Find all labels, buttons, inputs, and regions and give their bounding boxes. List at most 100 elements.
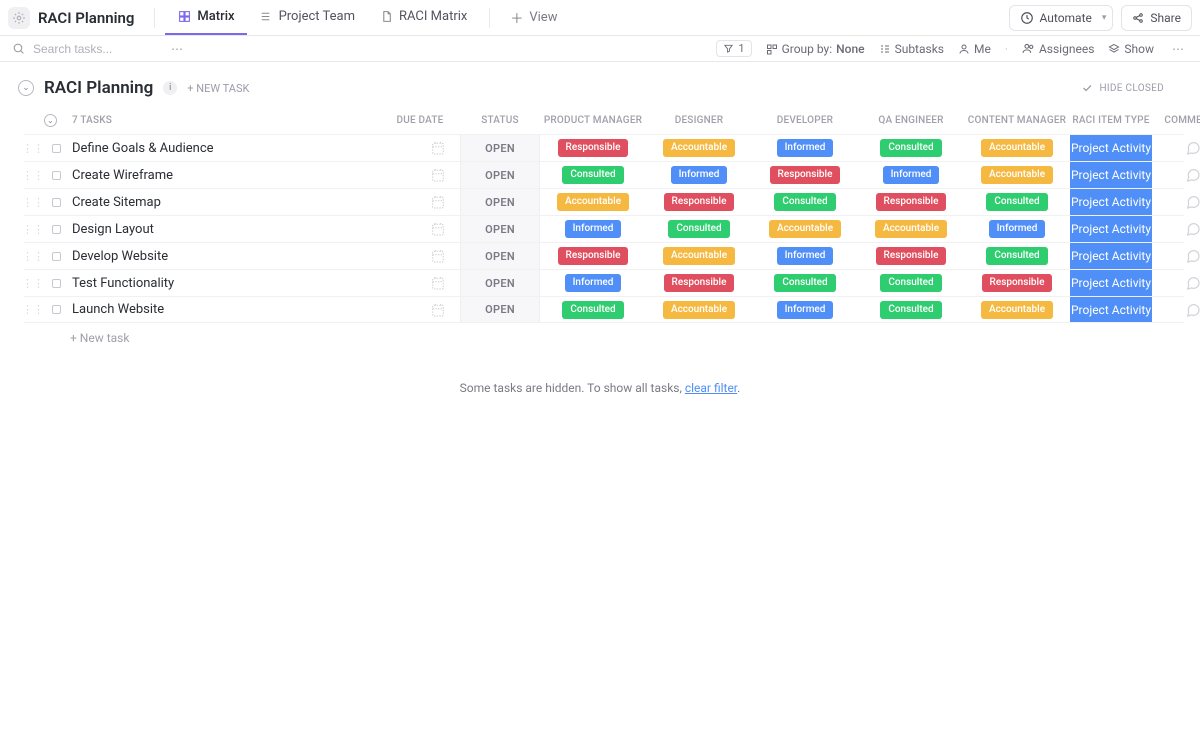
task-name[interactable]: Define Goals & Audience [70, 141, 380, 156]
raci-cell[interactable]: Informed [752, 135, 858, 161]
raci-item-type-cell[interactable]: Project Activity [1070, 162, 1152, 188]
col-raci-type[interactable]: RACI ITEM TYPE [1070, 115, 1152, 126]
footer-new-task-button[interactable]: + New task [24, 323, 1184, 345]
collapse-toggle[interactable]: ⌄ [18, 80, 34, 96]
raci-cell[interactable]: Informed [858, 162, 964, 188]
status-cell[interactable]: OPEN [460, 216, 540, 242]
raci-cell[interactable]: Informed [540, 216, 646, 242]
raci-item-type-cell[interactable]: Project Activity [1070, 270, 1152, 296]
status-cell[interactable]: OPEN [460, 243, 540, 269]
raci-cell[interactable]: Consulted [646, 216, 752, 242]
me-button[interactable]: Me [958, 42, 991, 56]
due-date-cell[interactable] [380, 167, 460, 183]
subtasks-button[interactable]: Subtasks [879, 42, 944, 56]
col-role-3[interactable]: QA ENGINEER [858, 115, 964, 126]
status-cell[interactable]: OPEN [460, 189, 540, 215]
raci-cell[interactable]: Consulted [858, 297, 964, 322]
drag-handle-icon[interactable]: ⋮⋮ [24, 250, 42, 263]
raci-cell[interactable]: Accountable [858, 216, 964, 242]
status-checkbox[interactable] [52, 225, 61, 234]
col-role-4[interactable]: CONTENT MANAGER [964, 115, 1070, 126]
search-input[interactable] [33, 42, 153, 56]
raci-cell[interactable]: Responsible [752, 162, 858, 188]
comments-cell[interactable] [1152, 302, 1200, 318]
status-cell[interactable]: OPEN [460, 270, 540, 296]
comments-cell[interactable] [1152, 194, 1200, 210]
comments-cell[interactable] [1152, 221, 1200, 237]
task-name[interactable]: Launch Website [70, 302, 380, 317]
status-checkbox[interactable] [52, 252, 61, 261]
filter-chip[interactable]: 1 [716, 40, 751, 57]
status-checkbox[interactable] [52, 279, 61, 288]
col-status[interactable]: STATUS [460, 115, 540, 126]
raci-item-type-cell[interactable]: Project Activity [1070, 243, 1152, 269]
raci-cell[interactable]: Consulted [964, 189, 1070, 215]
raci-cell[interactable]: Consulted [540, 297, 646, 322]
raci-cell[interactable]: Informed [646, 162, 752, 188]
comments-cell[interactable] [1152, 248, 1200, 264]
raci-cell[interactable]: Informed [964, 216, 1070, 242]
info-icon[interactable]: i [163, 81, 177, 95]
col-role-0[interactable]: PRODUCT MANAGER [540, 115, 646, 126]
hide-closed-button[interactable]: HIDE CLOSED [1081, 82, 1164, 94]
drag-handle-icon[interactable]: ⋮⋮ [24, 142, 42, 155]
drag-handle-icon[interactable]: ⋮⋮ [24, 303, 42, 316]
assignees-button[interactable]: Assignees [1022, 42, 1094, 56]
raci-cell[interactable]: Consulted [858, 270, 964, 296]
raci-cell[interactable]: Consulted [752, 270, 858, 296]
drag-handle-icon[interactable]: ⋮⋮ [24, 196, 42, 209]
status-checkbox[interactable] [52, 305, 61, 314]
status-checkbox[interactable] [52, 144, 61, 153]
raci-cell[interactable]: Accountable [964, 162, 1070, 188]
task-name[interactable]: Design Layout [70, 222, 380, 237]
raci-cell[interactable]: Responsible [646, 270, 752, 296]
drag-handle-icon[interactable]: ⋮⋮ [24, 277, 42, 290]
raci-cell[interactable]: Responsible [964, 270, 1070, 296]
view-tab-raci-matrix[interactable]: RACI Matrix [367, 0, 479, 35]
add-view-button[interactable]: ＋ View [500, 8, 567, 27]
due-date-cell[interactable] [380, 275, 460, 291]
view-tab-matrix[interactable]: Matrix [165, 0, 246, 35]
task-name[interactable]: Test Functionality [70, 276, 380, 291]
drag-handle-icon[interactable]: ⋮⋮ [24, 169, 42, 182]
col-role-2[interactable]: DEVELOPER [752, 115, 858, 126]
section-new-task-button[interactable]: + NEW TASK [187, 82, 249, 95]
toolbar-more-icon[interactable]: ⋯ [1168, 42, 1188, 56]
raci-cell[interactable]: Consulted [540, 162, 646, 188]
raci-cell[interactable]: Accountable [646, 297, 752, 322]
raci-cell[interactable]: Accountable [540, 189, 646, 215]
raci-cell[interactable]: Accountable [964, 135, 1070, 161]
due-date-cell[interactable] [380, 194, 460, 210]
share-button[interactable]: Share [1121, 5, 1192, 31]
search-more-icon[interactable]: ⋯ [167, 42, 187, 56]
status-checkbox[interactable] [52, 198, 61, 207]
col-comments[interactable]: COMMENTS [1152, 115, 1200, 126]
task-name[interactable]: Create Sitemap [70, 195, 380, 210]
status-checkbox[interactable] [52, 171, 61, 180]
raci-cell[interactable]: Accountable [964, 297, 1070, 322]
raci-cell[interactable]: Accountable [752, 216, 858, 242]
col-due-date[interactable]: DUE DATE [380, 115, 460, 126]
raci-cell[interactable]: Accountable [646, 135, 752, 161]
status-cell[interactable]: OPEN [460, 135, 540, 161]
view-tab-project-team[interactable]: Project Team [247, 0, 367, 35]
raci-cell[interactable]: Responsible [858, 243, 964, 269]
raci-cell[interactable]: Consulted [752, 189, 858, 215]
task-name[interactable]: Create Wireframe [70, 168, 380, 183]
comments-cell[interactable] [1152, 167, 1200, 183]
raci-cell[interactable]: Responsible [540, 243, 646, 269]
due-date-cell[interactable] [380, 248, 460, 264]
clear-filter-link[interactable]: clear filter [685, 381, 737, 395]
col-role-1[interactable]: DESIGNER [646, 115, 752, 126]
status-cell[interactable]: OPEN [460, 162, 540, 188]
raci-cell[interactable]: Consulted [964, 243, 1070, 269]
raci-item-type-cell[interactable]: Project Activity [1070, 135, 1152, 161]
raci-cell[interactable]: Accountable [646, 243, 752, 269]
select-all-toggle[interactable]: ⌄ [44, 114, 57, 127]
comments-cell[interactable] [1152, 140, 1200, 156]
raci-item-type-cell[interactable]: Project Activity [1070, 189, 1152, 215]
due-date-cell[interactable] [380, 221, 460, 237]
raci-cell[interactable]: Responsible [540, 135, 646, 161]
raci-cell[interactable]: Informed [752, 243, 858, 269]
raci-cell[interactable]: Informed [752, 297, 858, 322]
